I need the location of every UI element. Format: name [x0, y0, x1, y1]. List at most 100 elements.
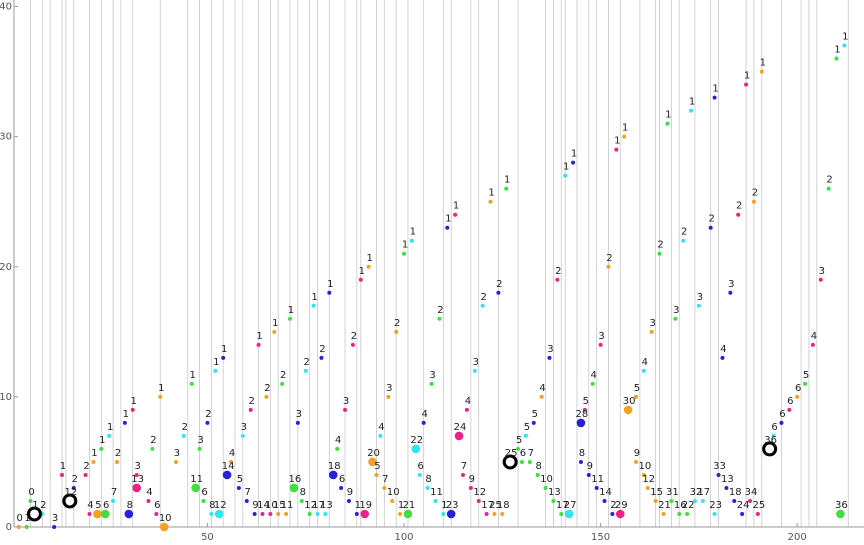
point-label: 5: [634, 383, 640, 394]
point: [453, 212, 458, 217]
point-label: 18: [328, 461, 341, 472]
point: [641, 368, 646, 373]
point: [433, 498, 438, 503]
point: [307, 511, 312, 516]
point-label: 2: [826, 175, 832, 186]
point-label: 0: [28, 487, 34, 498]
point-label: 4: [591, 370, 597, 381]
point: [437, 316, 442, 321]
point-label: 17: [312, 500, 325, 511]
point-label: 7: [245, 487, 251, 498]
point: [339, 485, 344, 490]
point-label: 33: [713, 461, 726, 472]
point-label: 12: [642, 474, 655, 485]
point: [303, 368, 308, 373]
point: [289, 483, 299, 493]
point: [134, 472, 139, 477]
point: [834, 56, 839, 61]
point: [411, 444, 421, 454]
point-label: 32: [690, 487, 703, 498]
point-label: 2: [351, 331, 357, 342]
point-label: 27: [564, 500, 577, 511]
point-label: 3: [174, 448, 180, 459]
point: [83, 472, 88, 477]
point-label: 1: [665, 110, 671, 121]
point-label: 2: [681, 227, 687, 238]
point: [759, 69, 764, 74]
point-label: 10: [387, 487, 400, 498]
point-label: 1: [366, 253, 372, 264]
point: [268, 511, 273, 516]
point-label: 1: [311, 292, 317, 303]
point: [158, 394, 163, 399]
point: [598, 342, 603, 347]
point: [614, 147, 619, 152]
point: [197, 446, 202, 451]
point: [222, 470, 232, 480]
point-label: 11: [190, 474, 203, 485]
point: [350, 342, 355, 347]
point-label: 22: [410, 435, 423, 446]
point: [26, 506, 42, 522]
point: [398, 511, 403, 516]
point-label: 10: [159, 513, 172, 524]
point-label: 1: [359, 266, 365, 277]
point: [62, 493, 78, 509]
point-label: 2: [496, 279, 502, 290]
point-label: 14: [599, 487, 612, 498]
point: [214, 509, 224, 519]
point-label: 3: [134, 461, 140, 472]
point-label: 13: [320, 500, 333, 511]
point: [229, 459, 234, 464]
point: [248, 407, 253, 412]
point: [209, 511, 214, 516]
point: [417, 472, 422, 477]
point-label: 4: [539, 383, 545, 394]
point-label: 1: [355, 500, 361, 511]
point-label: 2: [205, 409, 211, 420]
point: [323, 511, 328, 516]
point-label: 1: [712, 84, 718, 95]
point-label: 0: [17, 513, 23, 524]
point: [669, 498, 674, 503]
point-label: 1: [32, 500, 38, 511]
point: [502, 454, 518, 470]
point: [615, 509, 625, 519]
point: [594, 485, 599, 490]
point-label: 22: [682, 500, 695, 511]
point-label: 10: [265, 500, 278, 511]
point-label: 6: [787, 396, 793, 407]
point-label: 16: [674, 500, 687, 511]
point-label: 4: [642, 357, 648, 368]
point-label: 5: [583, 396, 589, 407]
point: [382, 485, 387, 490]
point: [181, 433, 186, 438]
point: [368, 457, 377, 467]
point-label: 15: [650, 487, 663, 498]
point: [311, 303, 316, 308]
y-tick-label: 20: [0, 262, 12, 273]
point-label: 1: [24, 513, 30, 524]
point-label: 1: [445, 214, 451, 225]
point-label: 8: [209, 500, 215, 511]
point: [100, 509, 110, 519]
point-label: 1: [504, 175, 510, 186]
point: [154, 511, 159, 516]
point-label: 3: [386, 383, 392, 394]
point-label: 2: [437, 305, 443, 316]
point: [484, 511, 489, 516]
point-label: 2: [248, 396, 254, 407]
point: [665, 121, 670, 126]
point-label: 1: [842, 32, 848, 43]
point-label: 19: [359, 500, 372, 511]
point-label: 2: [736, 201, 742, 212]
point-label: 4: [146, 487, 152, 498]
point: [378, 433, 383, 438]
point-label: 4: [811, 331, 817, 342]
point: [421, 420, 426, 425]
point: [712, 95, 717, 100]
point: [842, 43, 847, 48]
point-label: 1: [453, 201, 459, 212]
point: [810, 342, 815, 347]
